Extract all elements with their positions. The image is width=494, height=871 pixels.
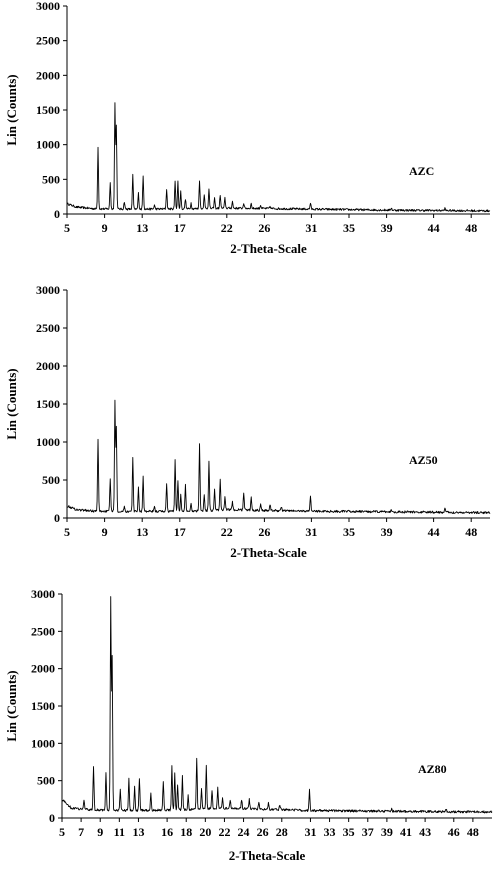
- x-tick-label: 22: [221, 525, 233, 539]
- x-tick-label: 5: [64, 525, 70, 539]
- x-tick-label: 20: [199, 825, 211, 839]
- x-tick-label: 48: [467, 825, 479, 839]
- y-tick-label: 2000: [36, 68, 60, 82]
- x-tick-label: 13: [136, 525, 148, 539]
- y-tick-label: 1500: [36, 103, 60, 117]
- x-tick-label: 39: [381, 825, 393, 839]
- x-tick-label: 37: [362, 825, 374, 839]
- x-tick-label: 22: [218, 825, 230, 839]
- xrd-panel-2: 0 500 1000 1500 2000 2500 3000 5 9 13 17 22 26 31 35 39…: [4, 283, 491, 560]
- x-tick-label: 26: [257, 825, 269, 839]
- y-tick-label: 1000: [36, 138, 60, 152]
- x-tick-label: 9: [102, 221, 108, 235]
- x-axis-title: 2-Theta-Scale: [229, 848, 306, 863]
- x-tick-label: 13: [132, 825, 144, 839]
- x-tick-label: 39: [381, 221, 393, 235]
- y-tick-label: 2500: [36, 34, 60, 48]
- x-tick-label: 16: [161, 825, 173, 839]
- x-tick-label: 43: [419, 825, 431, 839]
- y-tick-label: 500: [37, 774, 55, 788]
- x-tick-label: 26: [258, 525, 270, 539]
- x-tick-label: 31: [305, 525, 317, 539]
- y-tick-label: 2000: [31, 662, 55, 676]
- y-axis-title: Lin (Counts): [4, 670, 19, 741]
- x-tick-label: 11: [114, 825, 125, 839]
- x-tick-label: 35: [343, 825, 355, 839]
- x-tick-label: 48: [465, 221, 477, 235]
- x-tick-label: 9: [97, 825, 103, 839]
- x-tick-label: 35: [343, 221, 355, 235]
- x-axis-title: 2-Theta-Scale: [230, 545, 307, 560]
- x-axis-title: 2-Theta-Scale: [230, 241, 307, 256]
- y-tick-label: 2500: [36, 321, 60, 335]
- x-tick-label: 24: [238, 825, 250, 839]
- sample-label: AZC: [409, 164, 434, 178]
- sample-label: AZ50: [409, 453, 438, 467]
- x-tick-label: 7: [78, 825, 84, 839]
- x-tick-label: 31: [304, 825, 316, 839]
- x-tick-label: 46: [448, 825, 460, 839]
- y-tick-label: 1500: [31, 699, 55, 713]
- y-tick-label: 0: [54, 207, 60, 221]
- x-tick-label: 44: [428, 525, 440, 539]
- y-tick-label: 2500: [31, 624, 55, 638]
- y-tick-label: 0: [54, 511, 60, 525]
- x-tick-label: 5: [59, 825, 65, 839]
- x-tick-label: 35: [343, 525, 355, 539]
- x-tick-label: 33: [324, 825, 336, 839]
- x-tick-label: 44: [428, 221, 440, 235]
- y-tick-label: 500: [42, 473, 60, 487]
- x-tick-label: 31: [305, 221, 317, 235]
- x-tick-label: 48: [465, 525, 477, 539]
- xrd-panel-3: 0 500 1000 1500 2000 2500 3000 5 7 9 11 13 16 18 20 22 2…: [4, 587, 493, 863]
- y-tick-label: 2000: [36, 359, 60, 373]
- y-tick-label: 3000: [36, 283, 60, 297]
- x-tick-label: 39: [381, 525, 393, 539]
- y-tick-label: 1000: [36, 435, 60, 449]
- x-tick-label: 17: [174, 221, 186, 235]
- xrd-series-line: [66, 102, 491, 213]
- y-tick-label: 3000: [31, 587, 55, 601]
- x-tick-label: 5: [64, 221, 70, 235]
- y-tick-label: 500: [42, 172, 60, 186]
- x-tick-label: 28: [276, 825, 288, 839]
- y-tick-label: 0: [49, 811, 55, 825]
- xrd-panel-1: 0 500 1000 1500 2000 2500 3000 5 9 13 17 22 26 31 35 39…: [4, 0, 491, 256]
- x-tick-label: 9: [102, 525, 108, 539]
- y-axis-title: Lin (Counts): [4, 74, 19, 145]
- x-tick-label: 18: [180, 825, 192, 839]
- xrd-series-line: [66, 399, 491, 515]
- x-tick-label: 41: [400, 825, 412, 839]
- y-tick-label: 1000: [31, 736, 55, 750]
- x-tick-label: 22: [221, 221, 233, 235]
- y-tick-label: 1500: [36, 397, 60, 411]
- y-axis-title: Lin (Counts): [4, 368, 19, 439]
- x-tick-label: 13: [136, 221, 148, 235]
- x-tick-label: 26: [258, 221, 270, 235]
- x-tick-label: 17: [174, 525, 186, 539]
- xrd-series-line: [61, 596, 493, 814]
- y-tick-label: 3000: [36, 0, 60, 13]
- sample-label: AZ80: [418, 762, 447, 776]
